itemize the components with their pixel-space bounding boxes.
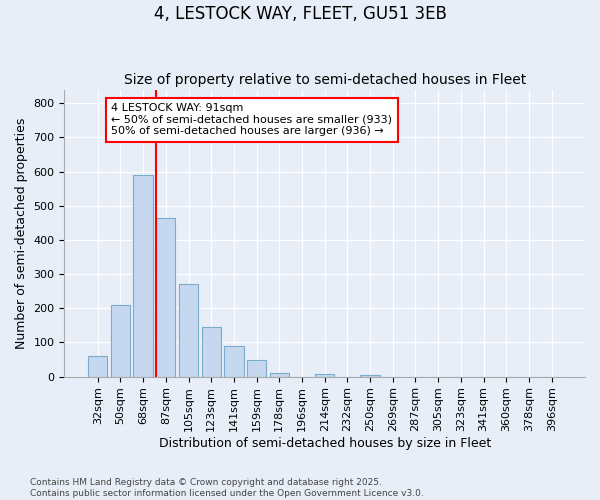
Bar	[156, 218, 175, 376]
Bar	[247, 360, 266, 376]
Bar	[315, 374, 334, 376]
X-axis label: Distribution of semi-detached houses by size in Fleet: Distribution of semi-detached houses by …	[158, 437, 491, 450]
Bar	[361, 375, 380, 376]
Text: 4 LESTOCK WAY: 91sqm
← 50% of semi-detached houses are smaller (933)
50% of semi: 4 LESTOCK WAY: 91sqm ← 50% of semi-detac…	[112, 103, 392, 136]
Bar	[111, 305, 130, 376]
Bar	[269, 373, 289, 376]
Bar	[179, 284, 198, 376]
Bar	[224, 346, 244, 376]
Bar	[202, 327, 221, 376]
Bar	[133, 175, 153, 376]
Y-axis label: Number of semi-detached properties: Number of semi-detached properties	[15, 118, 28, 349]
Bar	[88, 356, 107, 376]
Title: Size of property relative to semi-detached houses in Fleet: Size of property relative to semi-detach…	[124, 73, 526, 87]
Text: Contains HM Land Registry data © Crown copyright and database right 2025.
Contai: Contains HM Land Registry data © Crown c…	[30, 478, 424, 498]
Text: 4, LESTOCK WAY, FLEET, GU51 3EB: 4, LESTOCK WAY, FLEET, GU51 3EB	[154, 5, 446, 23]
